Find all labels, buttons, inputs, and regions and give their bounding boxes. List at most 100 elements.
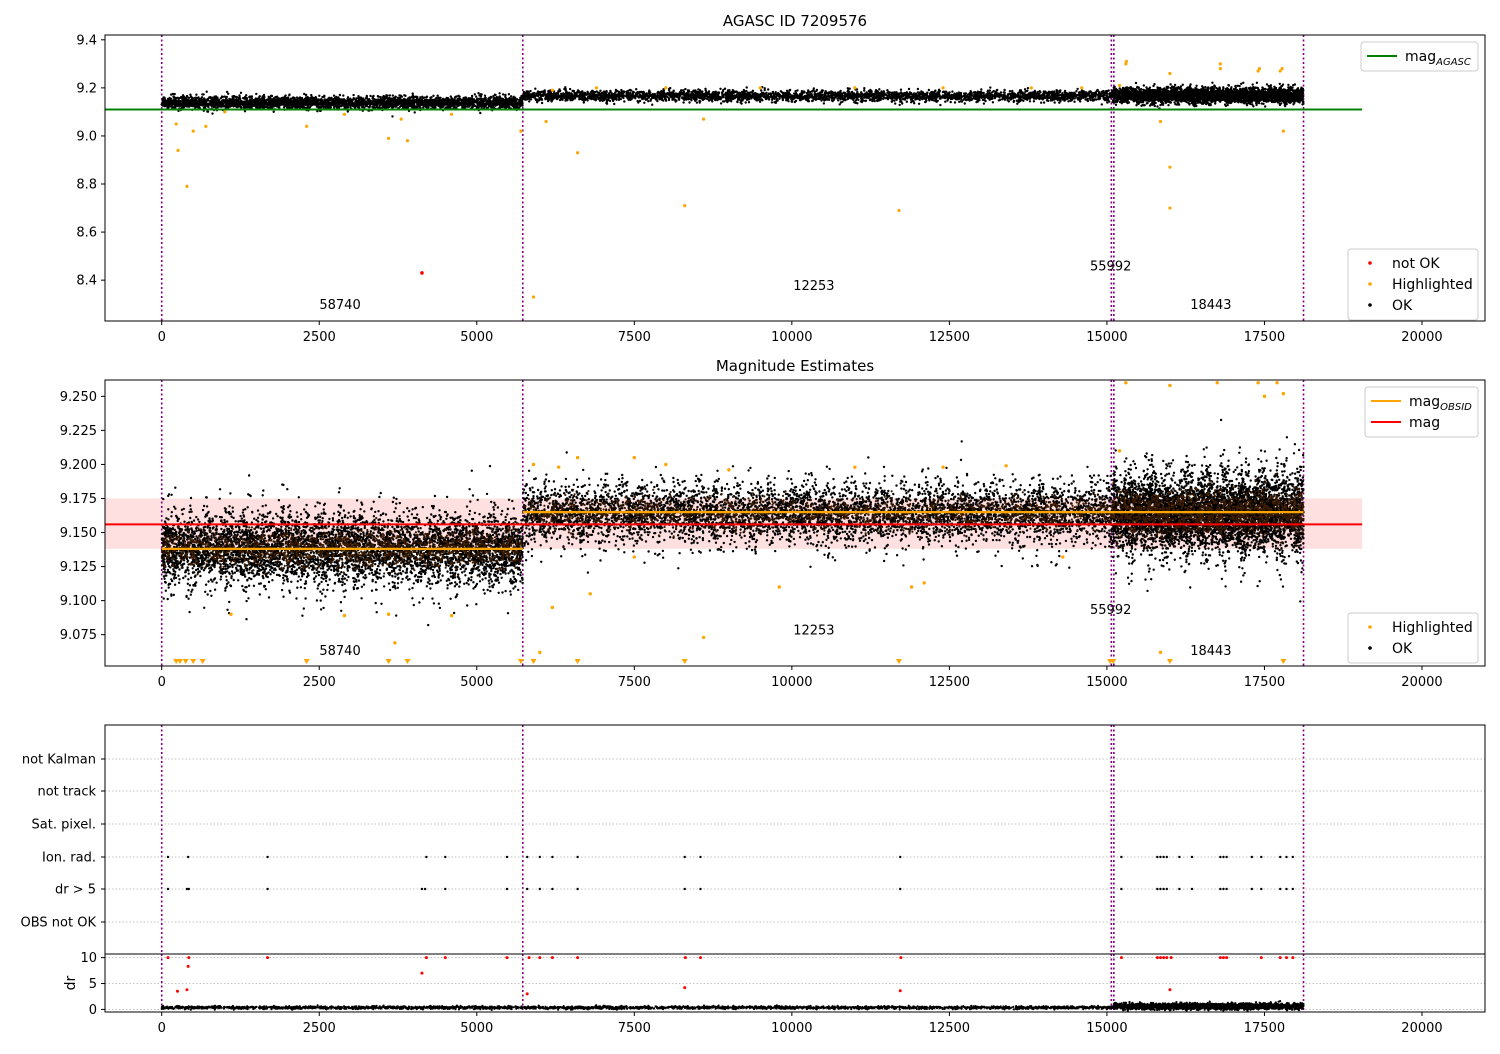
- x-tick-label: 7500: [618, 330, 651, 345]
- legend-label-subscript: AGASC: [1435, 57, 1471, 68]
- obsid-label: 58740: [319, 644, 360, 659]
- highlighted-point: [185, 184, 189, 189]
- dr5-flag-point: [1120, 887, 1123, 891]
- highlighted-point: [1080, 86, 1084, 90]
- dr-axis-label: dr: [63, 975, 79, 990]
- ion-rad-flag-point: [683, 855, 686, 859]
- x-tick-label: 0: [158, 1021, 166, 1036]
- y-tick-label: 9.4: [76, 33, 97, 48]
- y-tick-label: 0: [89, 1003, 97, 1018]
- highlighted-point: [1278, 69, 1282, 73]
- offscale-low-marker: [895, 659, 902, 664]
- dr5-flag-point: [1162, 887, 1165, 891]
- dr-outlier-point: [698, 956, 702, 960]
- offscale-low-marker: [681, 659, 688, 664]
- ion-rad-flag-point: [1165, 855, 1168, 859]
- x-tick-label: 20000: [1401, 675, 1442, 690]
- dr5-flag-point: [1260, 887, 1263, 891]
- highlighted-point: [1262, 394, 1267, 399]
- not-ok-point: [420, 271, 424, 275]
- dr5-flag-point: [1285, 887, 1288, 891]
- y-tick-label: 9.100: [60, 594, 97, 609]
- legend-label-subscript: OBSID: [1440, 402, 1472, 413]
- highlighted-point: [909, 585, 914, 589]
- ion-rad-flag-point: [538, 855, 541, 859]
- dr-outlier-point: [420, 971, 424, 975]
- dr-outlier-point: [266, 956, 270, 960]
- highlighted-point: [941, 86, 945, 90]
- highlighted-point: [1158, 650, 1163, 655]
- dr-outlier-point: [1259, 956, 1263, 960]
- magnitude-estimates-panel: Magnitude Estimates 58740 12253 55992 18443 0…: [60, 357, 1486, 690]
- highlighted-point: [701, 635, 706, 640]
- offscale-low-marker: [404, 659, 411, 664]
- ion-rad-flag-point: [1190, 855, 1194, 859]
- highlighted-point: [550, 605, 555, 610]
- highlighted-point: [1004, 464, 1008, 468]
- dr-outlier-point: [424, 956, 428, 960]
- highlighted-point: [174, 122, 178, 126]
- highlighted-point: [1124, 59, 1129, 64]
- x-tick-label: 17500: [1244, 1021, 1285, 1036]
- ion-rad-flag-point: [505, 855, 509, 859]
- dr5-flag-point: [1178, 887, 1181, 891]
- y-tick-label: 9.075: [60, 628, 97, 643]
- highlighted-point: [1124, 381, 1128, 385]
- highlighted-point: [897, 208, 901, 213]
- obsid-label: 18443: [1190, 644, 1231, 659]
- highlighted-point: [544, 119, 548, 124]
- ion-rad-flag-point: [1162, 855, 1165, 859]
- dr-outlier-point: [550, 956, 554, 960]
- flag-category-label: Sat. pixel.: [32, 818, 96, 833]
- highlighted-point: [1168, 383, 1172, 388]
- dr-outlier-point: [1162, 956, 1166, 960]
- highlighted-point: [853, 465, 857, 469]
- y-tick-label: 9.225: [60, 424, 97, 439]
- highlighted-point: [588, 592, 592, 596]
- x-tick-label: 2500: [303, 675, 336, 690]
- x-tick-label: 15000: [1086, 1021, 1127, 1036]
- dr-points: [160, 1004, 1115, 1011]
- y-tick-label: 8.6: [76, 226, 97, 241]
- legend-label: OK: [1392, 298, 1413, 314]
- highlighted-point: [449, 613, 454, 618]
- x-tick-label: 17500: [1244, 330, 1285, 345]
- dr-outlier-point: [1119, 956, 1123, 960]
- dr-outlier-point: [576, 956, 580, 960]
- highlighted-point: [1117, 449, 1122, 453]
- chart-title: Magnitude Estimates: [716, 357, 874, 375]
- obsid-label: 58740: [319, 298, 360, 313]
- highlighted-point: [758, 86, 762, 90]
- dr-outlier-point: [175, 989, 179, 993]
- offscale-low-marker: [1166, 659, 1173, 664]
- offscale-low-marker: [173, 659, 180, 664]
- y-tick-label: 9.0: [76, 129, 97, 144]
- ion-rad-flag-point: [1178, 855, 1181, 859]
- dr5-flag-point: [551, 887, 554, 891]
- highlighted-point: [1124, 62, 1128, 66]
- dr5-flag-point: [1291, 887, 1295, 891]
- dr-outlier-point: [187, 956, 191, 960]
- dr-outlier-point: [1291, 956, 1295, 960]
- highlighted-point: [1117, 83, 1122, 88]
- highlighted-point: [1256, 69, 1260, 73]
- dr5-flag-point: [166, 887, 170, 891]
- ion-rad-flag-point: [1250, 855, 1254, 859]
- highlighted-point: [223, 110, 227, 114]
- ion-rad-flag-point: [425, 855, 428, 859]
- highlighted-point: [1280, 67, 1284, 71]
- ion-rad-flag-point: [1219, 855, 1222, 859]
- x-tick-label: 2500: [303, 330, 336, 345]
- offscale-low-marker: [303, 659, 310, 664]
- dr-outlier-point: [166, 956, 170, 960]
- highlighted-point: [531, 295, 536, 299]
- x-tick-label: 7500: [618, 675, 651, 690]
- flag-category-label: not Kalman: [22, 753, 96, 768]
- ion-rad-flag-point: [699, 855, 702, 859]
- obsid-label: 12253: [793, 624, 834, 639]
- highlighted-point: [191, 129, 195, 133]
- offscale-low-marker: [1110, 659, 1117, 664]
- highlighted-point: [550, 88, 554, 92]
- obsid-label: 55992: [1090, 260, 1131, 275]
